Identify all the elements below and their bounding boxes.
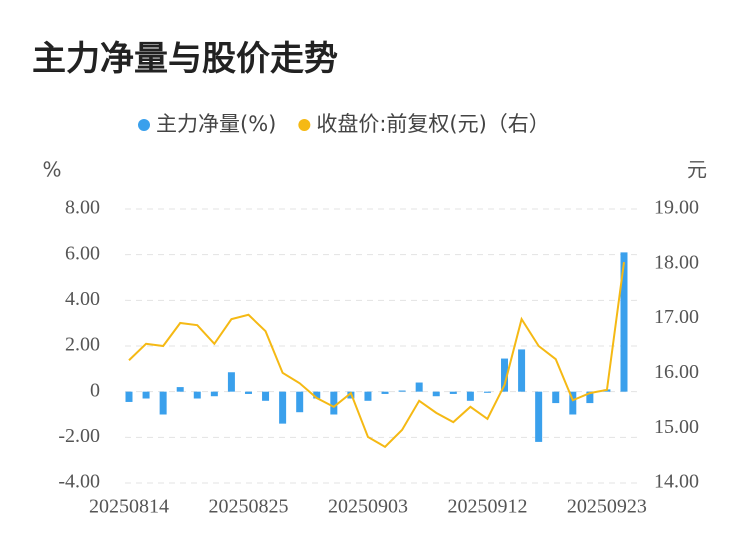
y2-tick-label: 16.00 [654, 361, 699, 383]
bar [432, 391, 440, 397]
y2-axis-label: 元 [687, 158, 707, 182]
bar [193, 391, 201, 399]
legend-label: 主力净量(%) [156, 112, 276, 136]
y2-tick-label: 18.00 [654, 251, 699, 273]
x-tick-label: 20250903 [328, 496, 408, 518]
chart-title: 主力净量与股价走势 [32, 39, 338, 79]
x-tick-label: 20250814 [89, 496, 169, 518]
bar [620, 252, 628, 392]
line [128, 262, 625, 449]
bar [501, 358, 509, 392]
x-tick-label: 20250825 [208, 496, 288, 518]
legend-marker [298, 119, 311, 131]
bar [586, 391, 594, 404]
legend-marker [138, 119, 150, 131]
y-tick-label: -4.00 [58, 471, 100, 493]
bar [415, 382, 423, 392]
bar [381, 391, 389, 394]
y-tick-label: 2.00 [65, 334, 100, 356]
bar [262, 391, 270, 401]
bar [569, 391, 577, 415]
bar [364, 391, 372, 401]
bar [227, 372, 235, 392]
bar [210, 391, 218, 397]
y2-tick-label: 19.00 [654, 197, 699, 219]
x-tick-label: 20250923 [567, 496, 647, 518]
y-tick-label: 4.00 [65, 288, 100, 310]
bar [466, 391, 474, 401]
x-tick-label: 20250912 [447, 496, 527, 518]
y-axis-label: % [42, 158, 61, 182]
y-tick-label: -2.00 [58, 425, 100, 447]
bar [296, 391, 304, 413]
bar [279, 391, 287, 424]
bar [244, 391, 252, 394]
y2-tick-label: 15.00 [654, 416, 699, 438]
bar [398, 390, 406, 392]
bar [330, 391, 338, 415]
bar [483, 391, 491, 393]
bar [535, 391, 543, 442]
bar [125, 391, 133, 402]
legend-label: 收盘价:前复权(元)（右） [316, 112, 549, 136]
y2-tick-label: 17.00 [654, 306, 699, 328]
bar [176, 387, 184, 392]
bar [142, 391, 150, 399]
bar [449, 391, 457, 394]
bar [552, 391, 560, 404]
bar [159, 391, 167, 415]
bar [313, 391, 321, 399]
y2-tick-label: 14.00 [654, 471, 699, 493]
y-tick-label: 6.00 [65, 242, 100, 264]
y-tick-label: 8.00 [65, 197, 100, 219]
y-tick-label: 0 [90, 379, 100, 401]
bar [518, 349, 526, 392]
